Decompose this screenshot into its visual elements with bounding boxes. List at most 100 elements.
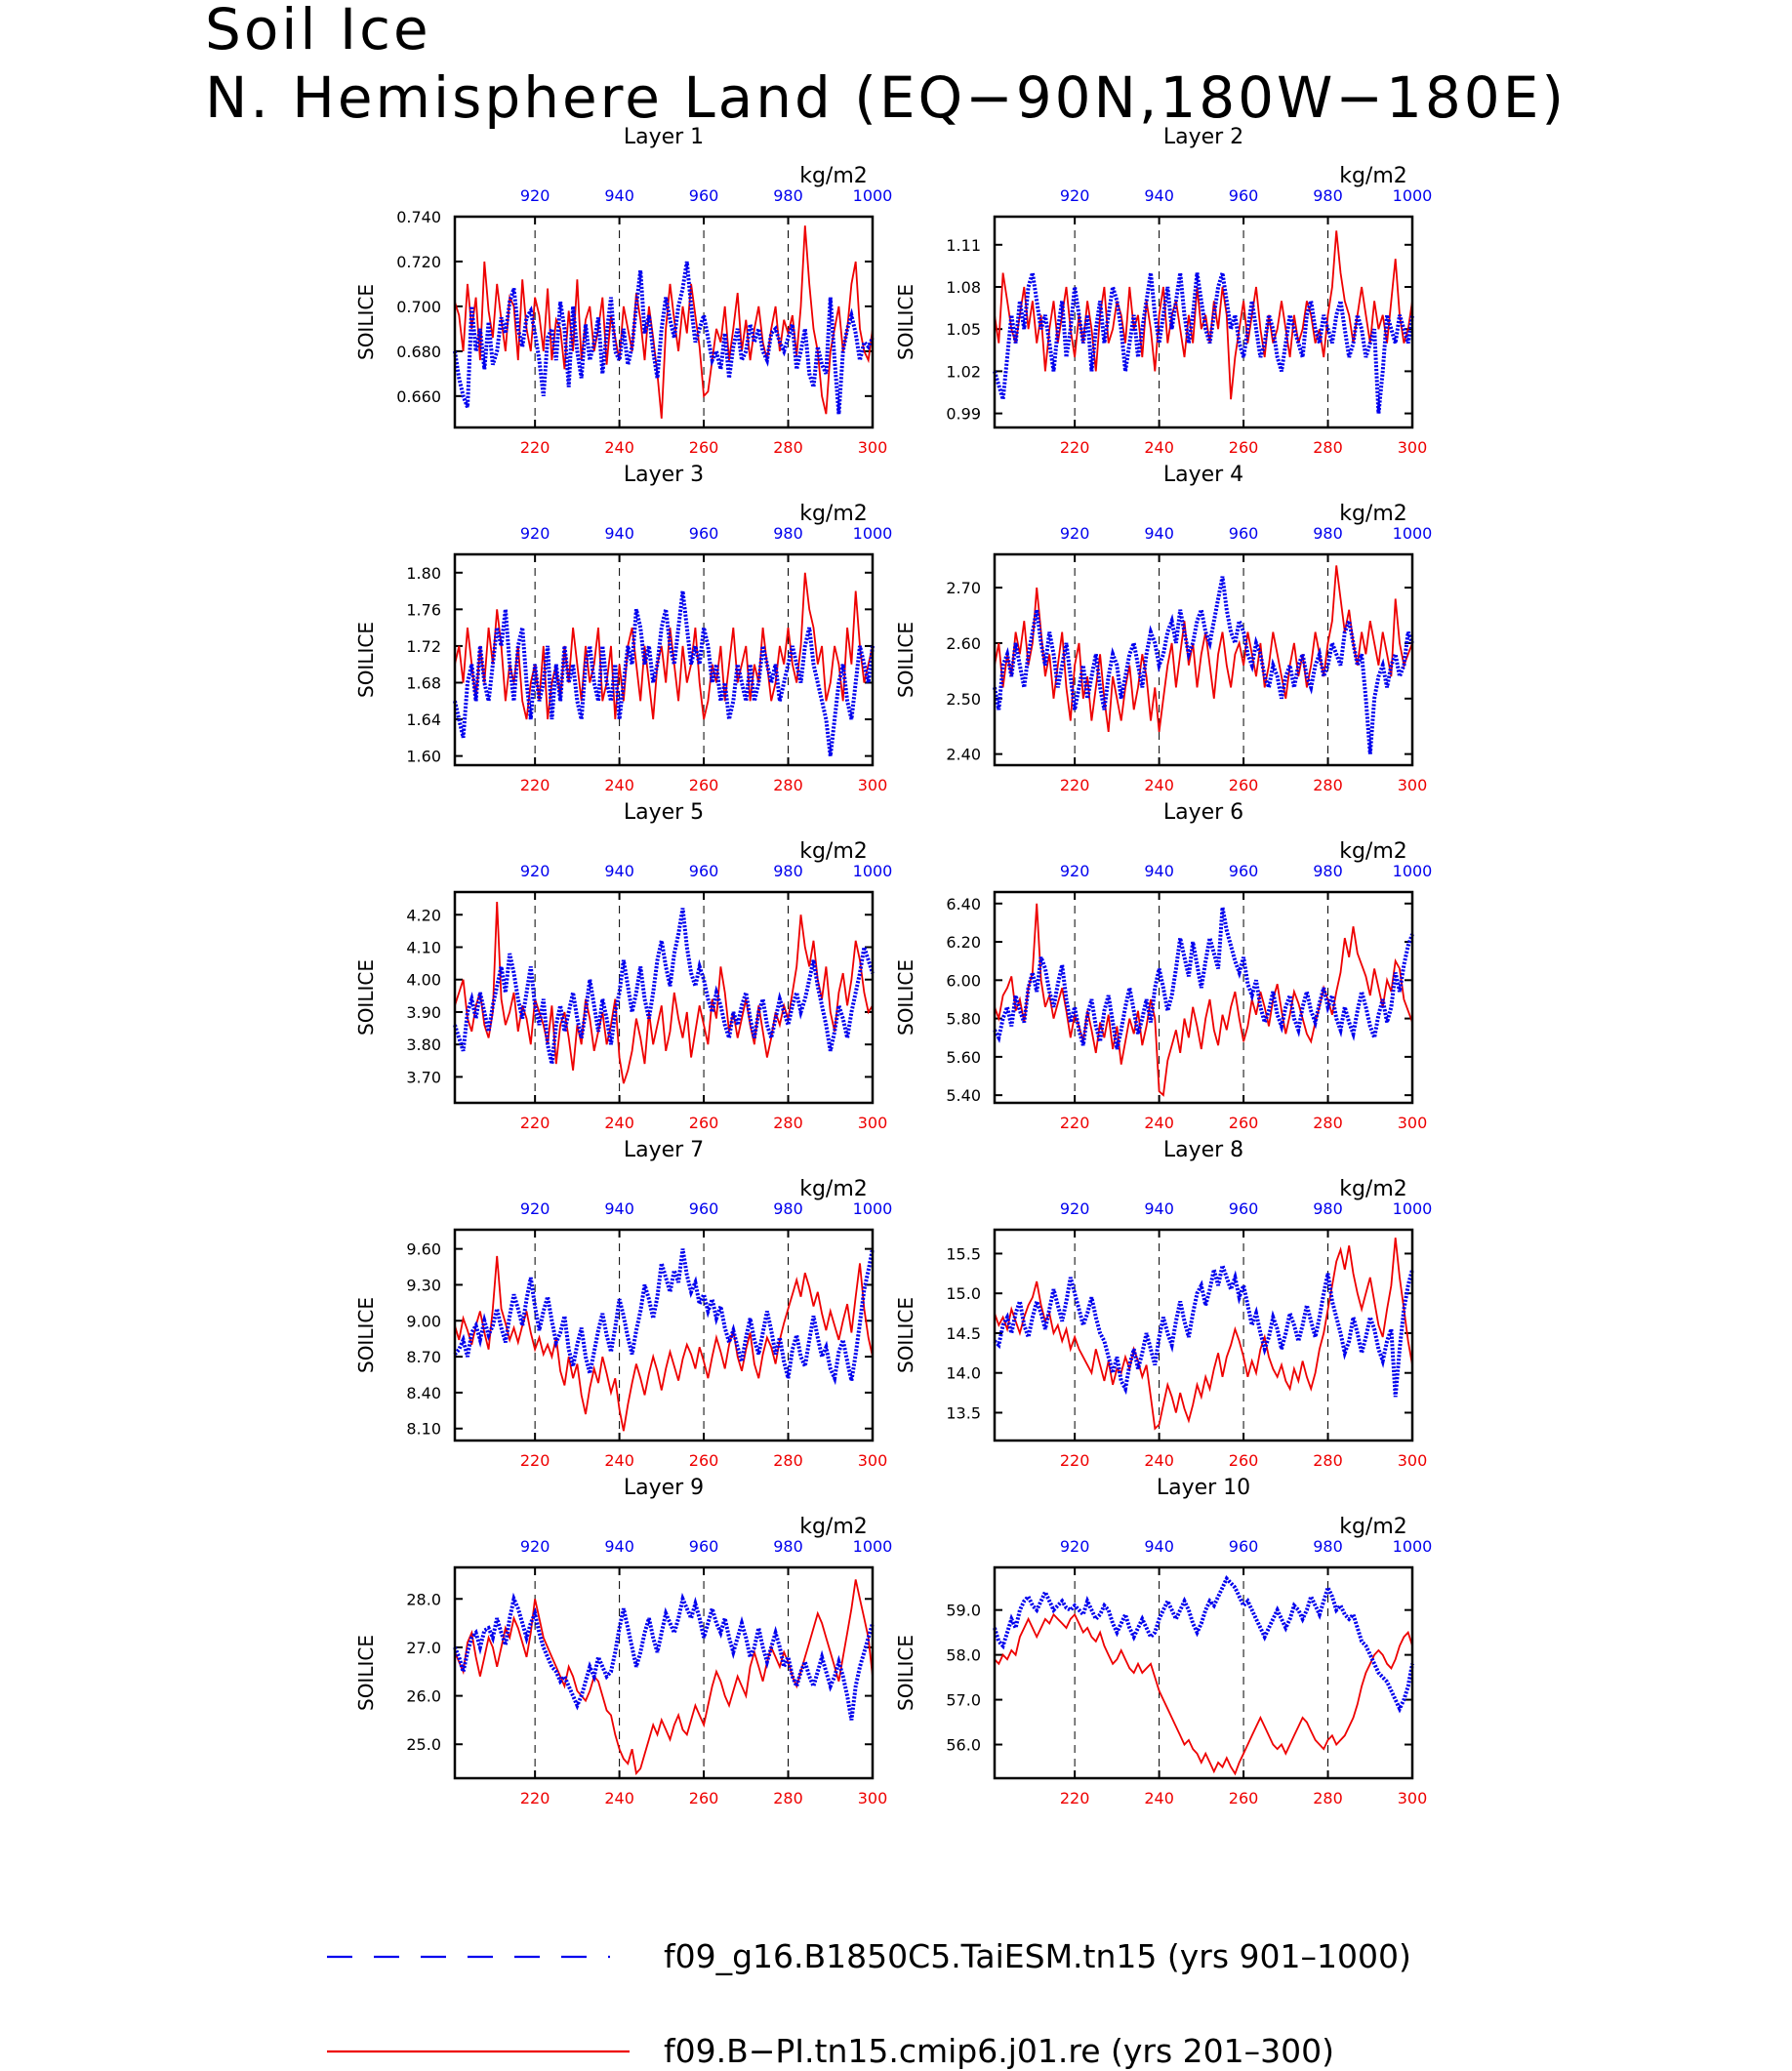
y-tick-label: 0.660	[396, 387, 441, 406]
x-bottom-tick-label: 240	[1144, 1789, 1174, 1807]
x-top-tick-label: 920	[1060, 862, 1090, 880]
y-tick-label: 3.70	[406, 1068, 441, 1086]
y-axis-label: SOILICE	[354, 1297, 378, 1373]
chart-panel-7: Layer 7 kg/m2 SOILICE 220 240 260 280 300 920 940…	[354, 1138, 892, 1470]
x-top-tick-label: 980	[773, 1199, 803, 1218]
x-bottom-tick-label: 300	[858, 1114, 888, 1132]
chart-panel-8: Layer 8 kg/m2 SOILICE 220 240 260 280 300 920 940…	[894, 1138, 1432, 1470]
chart-panel-5: Layer 5 kg/m2 SOILICE 220 240 260 280 300 920 940…	[354, 800, 892, 1132]
y-tick-label: 9.00	[406, 1312, 441, 1330]
plot-frame	[993, 215, 1414, 429]
series-line-taiesm	[453, 261, 875, 415]
x-top-tick-label: 960	[1229, 1199, 1259, 1218]
x-top-tick-label: 960	[1229, 186, 1259, 205]
x-bottom-tick-label: 280	[773, 438, 803, 457]
units-label: kg/m2	[799, 1515, 868, 1539]
y-tick-label: 27.0	[406, 1639, 441, 1657]
plot-frame	[993, 1228, 1414, 1442]
x-top-tick-label: 980	[773, 862, 803, 880]
y-tick-label: 0.680	[396, 343, 441, 361]
y-tick-label: 8.70	[406, 1348, 441, 1366]
x-bottom-tick-label: 280	[773, 776, 803, 794]
figure-title-line2: N. Hemisphere Land (EQ−90N,180W−180E)	[205, 64, 1567, 131]
x-top-tick-label: 1000	[853, 1537, 893, 1556]
plot-frame	[993, 1565, 1414, 1780]
units-label: kg/m2	[799, 164, 868, 188]
x-top-tick-label: 980	[1313, 524, 1343, 543]
x-bottom-tick-label: 240	[1144, 438, 1174, 457]
x-bottom-tick-label: 240	[1144, 1451, 1174, 1470]
x-top-tick-label: 920	[520, 524, 550, 543]
y-tick-label: 56.0	[946, 1736, 981, 1755]
y-tick-label: 14.5	[946, 1324, 981, 1343]
y-axis-label: SOILICE	[894, 284, 917, 360]
series-line-taiesm	[993, 576, 1414, 754]
y-tick-label: 3.80	[406, 1036, 441, 1054]
chart-panel-6: Layer 6 kg/m2 SOILICE 220 240 260 280 300 920 940…	[894, 800, 1432, 1132]
x-top-tick-label: 980	[1313, 862, 1343, 880]
y-tick-label: 59.0	[946, 1602, 981, 1620]
y-tick-label: 4.10	[406, 938, 441, 956]
x-bottom-tick-label: 280	[773, 1451, 803, 1470]
x-top-tick-label: 960	[689, 186, 719, 205]
x-bottom-tick-label: 260	[689, 776, 719, 794]
x-top-tick-label: 1000	[1393, 1199, 1433, 1218]
y-tick-label: 25.0	[406, 1735, 441, 1754]
y-tick-label: 1.60	[406, 748, 441, 766]
units-label: kg/m2	[1339, 164, 1407, 188]
series-line-cmip6	[994, 1238, 1413, 1431]
x-bottom-tick-label: 240	[604, 438, 634, 457]
x-top-tick-label: 960	[689, 862, 719, 880]
y-tick-label: 4.20	[406, 906, 441, 924]
x-bottom-tick-label: 240	[604, 776, 634, 794]
x-bottom-tick-label: 240	[604, 1451, 634, 1470]
x-top-tick-label: 980	[1313, 1199, 1343, 1218]
units-label: kg/m2	[1339, 839, 1407, 864]
legend: f09_g16.B1850C5.TaiESM.tn15 (yrs 901–100…	[327, 1937, 1411, 2070]
y-axis-label: SOILICE	[894, 1635, 917, 1711]
x-top-tick-label: 960	[689, 524, 719, 543]
x-bottom-tick-label: 220	[520, 438, 550, 457]
y-tick-label: 5.40	[946, 1086, 981, 1105]
units-label: kg/m2	[799, 502, 868, 526]
y-tick-label: 2.40	[946, 746, 981, 764]
series-line-cmip6	[994, 565, 1413, 733]
legend-label-taiesm: f09_g16.B1850C5.TaiESM.tn15 (yrs 901–100…	[664, 1937, 1411, 1975]
x-bottom-tick-label: 280	[1313, 438, 1343, 457]
x-bottom-tick-label: 240	[604, 1789, 634, 1807]
plot-frame	[453, 552, 875, 767]
y-tick-label: 1.05	[946, 320, 981, 339]
y-axis-label: SOILICE	[894, 1297, 917, 1373]
x-bottom-tick-label: 300	[1398, 438, 1428, 457]
x-top-tick-label: 980	[773, 186, 803, 205]
x-top-tick-label: 940	[1144, 524, 1174, 543]
y-tick-label: 3.90	[406, 1003, 441, 1022]
x-bottom-tick-label: 300	[1398, 1451, 1428, 1470]
x-top-tick-label: 920	[1060, 1199, 1090, 1218]
x-bottom-tick-label: 280	[1313, 1451, 1343, 1470]
x-top-tick-label: 980	[1313, 186, 1343, 205]
x-top-tick-label: 940	[1144, 862, 1174, 880]
x-bottom-tick-label: 300	[1398, 1114, 1428, 1132]
x-top-tick-label: 920	[520, 1537, 550, 1556]
x-bottom-tick-label: 300	[1398, 1789, 1428, 1807]
chart-panel-4: Layer 4 kg/m2 SOILICE 220 240 260 280 300 920 940…	[894, 463, 1432, 794]
x-top-tick-label: 1000	[1393, 862, 1433, 880]
series-line-taiesm	[993, 907, 1414, 1050]
plot-frame	[453, 1228, 875, 1442]
x-top-tick-label: 1000	[853, 186, 893, 205]
chart-title: Layer 2	[1163, 125, 1243, 149]
y-tick-label: 15.5	[946, 1244, 981, 1263]
chart-panel-9: Layer 9 kg/m2 SOILICE 220 240 260 280 300 920 940…	[354, 1476, 892, 1807]
y-tick-label: 14.0	[946, 1364, 981, 1383]
x-bottom-tick-label: 260	[1229, 1789, 1259, 1807]
x-top-tick-label: 940	[604, 1537, 634, 1556]
x-bottom-tick-label: 300	[858, 1451, 888, 1470]
y-axis-label: SOILICE	[354, 622, 378, 698]
x-bottom-tick-label: 220	[520, 776, 550, 794]
chart-title: Layer 6	[1163, 800, 1243, 825]
chart-title: Layer 1	[624, 125, 704, 149]
chart-panel-1: Layer 1 kg/m2 SOILICE 220 240 260 280 300 920 940…	[354, 125, 892, 457]
y-tick-label: 8.10	[406, 1420, 441, 1439]
